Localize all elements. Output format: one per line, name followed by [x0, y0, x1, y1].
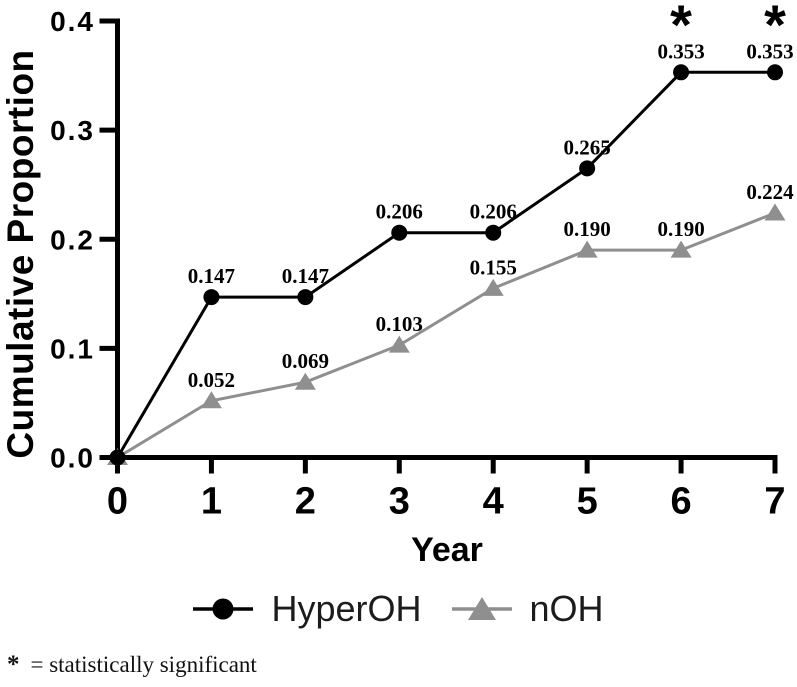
point-value-label: 0.224 — [746, 180, 794, 204]
line-chart-plot: 0.00.10.20.30.40 1 2 3 4 5 6 70.0520.0690.1030.… — [50, 0, 794, 523]
x-axis-title: Year — [411, 531, 483, 569]
triangle-marker — [294, 372, 316, 390]
legend-item-noh: nOH — [451, 588, 604, 630]
legend-label: nOH — [529, 588, 604, 629]
triangle-marker — [576, 240, 598, 258]
y-axis-title: Cumulative Proportion — [0, 49, 41, 459]
significance-asterisk: * — [764, 0, 786, 56]
point-value-label: 0.190 — [564, 217, 611, 241]
triangle-marker — [388, 335, 410, 353]
point-value-label: 0.155 — [470, 255, 517, 279]
y-tick-label: 0.4 — [50, 6, 95, 37]
legend-item-hyperoh: HyperOH — [193, 588, 422, 630]
y-tick-label: 0.0 — [50, 443, 95, 474]
y-tick-label: 0.1 — [50, 333, 95, 364]
point-value-label: 0.190 — [657, 217, 704, 241]
circle-marker — [485, 224, 502, 241]
point-value-label: 0.353 — [657, 39, 704, 63]
circle-marker — [109, 449, 126, 466]
series-line — [116, 211, 776, 459]
point-value-label: 0.103 — [376, 312, 423, 336]
footnote-text: = statistically significant — [30, 652, 257, 677]
triangle-marker — [482, 278, 504, 296]
series-hyperoh: 0.147 0.147 0.206 0.206 0.265 0.353 0.353 — [109, 39, 794, 466]
point-value-label: 0.265 — [564, 135, 611, 159]
legend-marker-shape — [467, 597, 496, 620]
significance-asterisk: * — [670, 0, 692, 56]
circle-marker — [297, 289, 314, 306]
point-value-label: 0.052 — [188, 368, 235, 392]
point-value-label: 0.147 — [188, 264, 235, 288]
triangle-marker — [670, 240, 692, 258]
circle-marker — [767, 64, 783, 81]
x-tick-label: 4 — [483, 481, 504, 523]
circle-marker — [203, 289, 220, 306]
circle-marker-icon — [193, 598, 254, 620]
legend-label: HyperOH — [271, 588, 422, 629]
y-tick-label: 0.2 — [50, 224, 95, 255]
significance-footnote: * = statistically significant — [7, 651, 257, 679]
point-value-label: 0.069 — [282, 349, 329, 373]
x-tick-label: 0 — [107, 481, 128, 523]
triangle-marker — [764, 203, 786, 221]
point-value-label: 0.147 — [282, 264, 329, 288]
circle-marker — [391, 224, 408, 241]
chart-legend: HyperOH nOH — [0, 588, 797, 630]
asterisk-symbol: * — [7, 651, 20, 678]
y-tick-label: 0.3 — [50, 115, 95, 146]
circle-marker — [579, 160, 596, 177]
series-noh: 0.052 0.069 0.103 0.155 0.190 0.190 0.224 — [107, 180, 794, 465]
circle-marker — [673, 64, 690, 81]
x-tick-label: 2 — [295, 481, 316, 523]
x-tick-label: 7 — [764, 481, 785, 523]
x-tick-label: 6 — [671, 481, 692, 523]
x-tick-label: 3 — [389, 481, 410, 523]
series-line — [116, 70, 775, 459]
triangle-marker-icon — [451, 597, 512, 620]
point-value-label: 0.206 — [376, 200, 423, 224]
x-tick-label: 1 — [201, 481, 222, 523]
x-tick-label: 5 — [577, 481, 598, 523]
legend-marker-shape — [212, 598, 234, 620]
point-value-label: 0.353 — [746, 39, 793, 63]
point-value-label: 0.206 — [470, 200, 517, 224]
triangle-marker — [200, 391, 222, 409]
